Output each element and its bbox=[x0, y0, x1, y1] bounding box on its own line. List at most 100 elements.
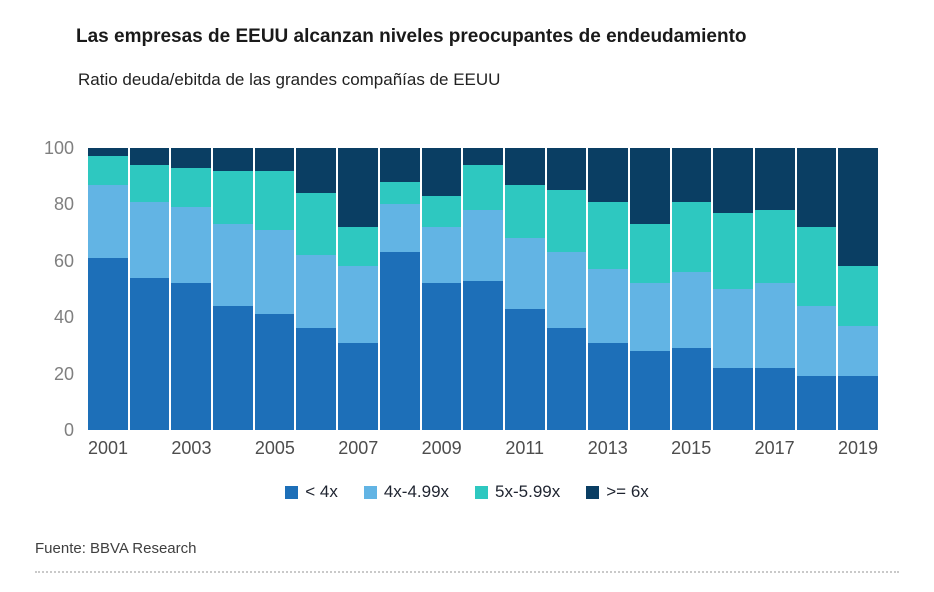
x-tick-label: 2011 bbox=[505, 438, 545, 458]
bar-2016 bbox=[713, 148, 753, 430]
bar-2008 bbox=[379, 148, 420, 430]
bar-segment bbox=[504, 308, 545, 430]
bar-segment bbox=[504, 184, 545, 239]
bar-segment bbox=[755, 148, 795, 211]
bar-segment bbox=[88, 257, 128, 430]
bar-segment bbox=[838, 266, 879, 326]
bar-segment bbox=[755, 283, 795, 368]
legend-item: >= 6x bbox=[586, 482, 649, 502]
legend-item: 5x-5.99x bbox=[475, 482, 560, 502]
bar-2010 bbox=[463, 148, 503, 430]
legend-label: >= 6x bbox=[606, 482, 649, 501]
bar-segment bbox=[338, 266, 378, 343]
x-tick-label: 2001 bbox=[88, 438, 129, 458]
x-tick-label bbox=[213, 438, 252, 462]
x-tick-label bbox=[630, 438, 669, 462]
bar-segment bbox=[88, 148, 128, 157]
bar-2009 bbox=[421, 148, 462, 430]
x-tick-label bbox=[546, 438, 585, 462]
bar-segment bbox=[254, 148, 295, 171]
bar-2013 bbox=[588, 148, 628, 430]
bar-segment bbox=[379, 252, 420, 430]
bar-segment bbox=[296, 328, 337, 430]
y-tick-label: 100 bbox=[43, 138, 74, 158]
legend-swatch-icon bbox=[586, 485, 600, 499]
bar-segment bbox=[629, 224, 670, 284]
x-tick-label: 2009 bbox=[421, 438, 462, 458]
bar-segment bbox=[755, 210, 795, 284]
y-axis: 0 20 40 60 80 100 bbox=[0, 139, 88, 439]
legend-label: 4x-4.99x bbox=[383, 482, 450, 501]
y-tick-label: 20 bbox=[53, 363, 74, 384]
dotted-divider bbox=[35, 571, 899, 573]
bar-segment bbox=[421, 283, 462, 430]
bar-segment bbox=[629, 283, 670, 352]
bar-2007 bbox=[338, 148, 378, 430]
x-tick-label: 2013 bbox=[587, 438, 628, 458]
bar-segment bbox=[713, 212, 753, 290]
bar-segment bbox=[629, 148, 670, 225]
x-axis-labels: 2001 2003 2005 2007 2009 2011 2013 2015 2017 2019 bbox=[88, 438, 878, 462]
y-tick-label: 60 bbox=[53, 250, 74, 271]
bar-segment bbox=[171, 167, 212, 208]
legend-swatch-icon bbox=[363, 485, 377, 499]
bar-segment bbox=[171, 283, 212, 430]
x-tick-label bbox=[713, 438, 752, 462]
x-tick-label: 2007 bbox=[338, 438, 379, 458]
x-tick-label: 2015 bbox=[671, 438, 712, 458]
bar-2019 bbox=[838, 148, 879, 430]
bar-segment bbox=[296, 193, 337, 256]
bar-segment bbox=[796, 226, 837, 306]
x-tick-label: 2017 bbox=[754, 438, 795, 458]
legend-label: 5x-5.99x bbox=[495, 482, 561, 501]
stacked-bar-chart: 0 20 40 60 80 100 2001 2003 2005 2007 2009 2011 201… bbox=[0, 139, 934, 502]
bar-segment bbox=[588, 269, 628, 343]
bar-2003 bbox=[171, 148, 212, 430]
bar-segment bbox=[796, 305, 837, 377]
bar-segment bbox=[379, 181, 420, 205]
bar-segment bbox=[463, 148, 503, 165]
bar-segment bbox=[254, 170, 295, 230]
x-tick-label bbox=[130, 438, 169, 462]
bar-segment bbox=[504, 238, 545, 309]
bar-segment bbox=[213, 148, 253, 171]
bar-segment bbox=[713, 148, 753, 213]
plot-area bbox=[88, 148, 879, 430]
bar-segment bbox=[546, 252, 587, 329]
bar-2012 bbox=[546, 148, 587, 430]
x-tick-label: 2003 bbox=[171, 438, 212, 458]
x-tick-label bbox=[797, 438, 836, 462]
bar-segment bbox=[129, 277, 170, 430]
bar-segment bbox=[129, 148, 170, 165]
bar-segment bbox=[338, 148, 378, 227]
bar-segment bbox=[421, 148, 462, 196]
bar-segment bbox=[213, 170, 253, 225]
bar-segment bbox=[838, 148, 879, 267]
chart-legend: < 4x 4x-4.99x 5x-5.99x >= 6x bbox=[0, 482, 934, 502]
chart-footer: Fuente: BBVA Research bbox=[35, 540, 899, 573]
bar-segment bbox=[254, 229, 295, 315]
y-tick-label: 0 bbox=[63, 420, 74, 440]
bar-segment bbox=[671, 272, 712, 349]
x-tick-label bbox=[297, 438, 336, 462]
bar-segment bbox=[504, 148, 545, 185]
legend-item: 4x-4.99x bbox=[363, 482, 450, 502]
bar-segment bbox=[171, 207, 212, 284]
legend-swatch-icon bbox=[475, 485, 489, 499]
bar-2014 bbox=[629, 148, 670, 430]
legend-swatch-icon bbox=[285, 485, 299, 499]
bar-segment bbox=[463, 280, 503, 430]
y-tick-label: 40 bbox=[53, 307, 74, 328]
bar-segment bbox=[171, 148, 212, 168]
bar-2011 bbox=[504, 148, 545, 430]
bar-2004 bbox=[213, 148, 253, 430]
bar-segment bbox=[588, 201, 628, 270]
bar-segment bbox=[88, 156, 128, 185]
bar-2018 bbox=[796, 148, 837, 430]
bar-segment bbox=[379, 148, 420, 182]
bar-2006 bbox=[296, 148, 337, 430]
bar-segment bbox=[213, 305, 253, 430]
bar-segment bbox=[213, 224, 253, 306]
bar-2017 bbox=[755, 148, 795, 430]
bar-segment bbox=[588, 342, 628, 430]
